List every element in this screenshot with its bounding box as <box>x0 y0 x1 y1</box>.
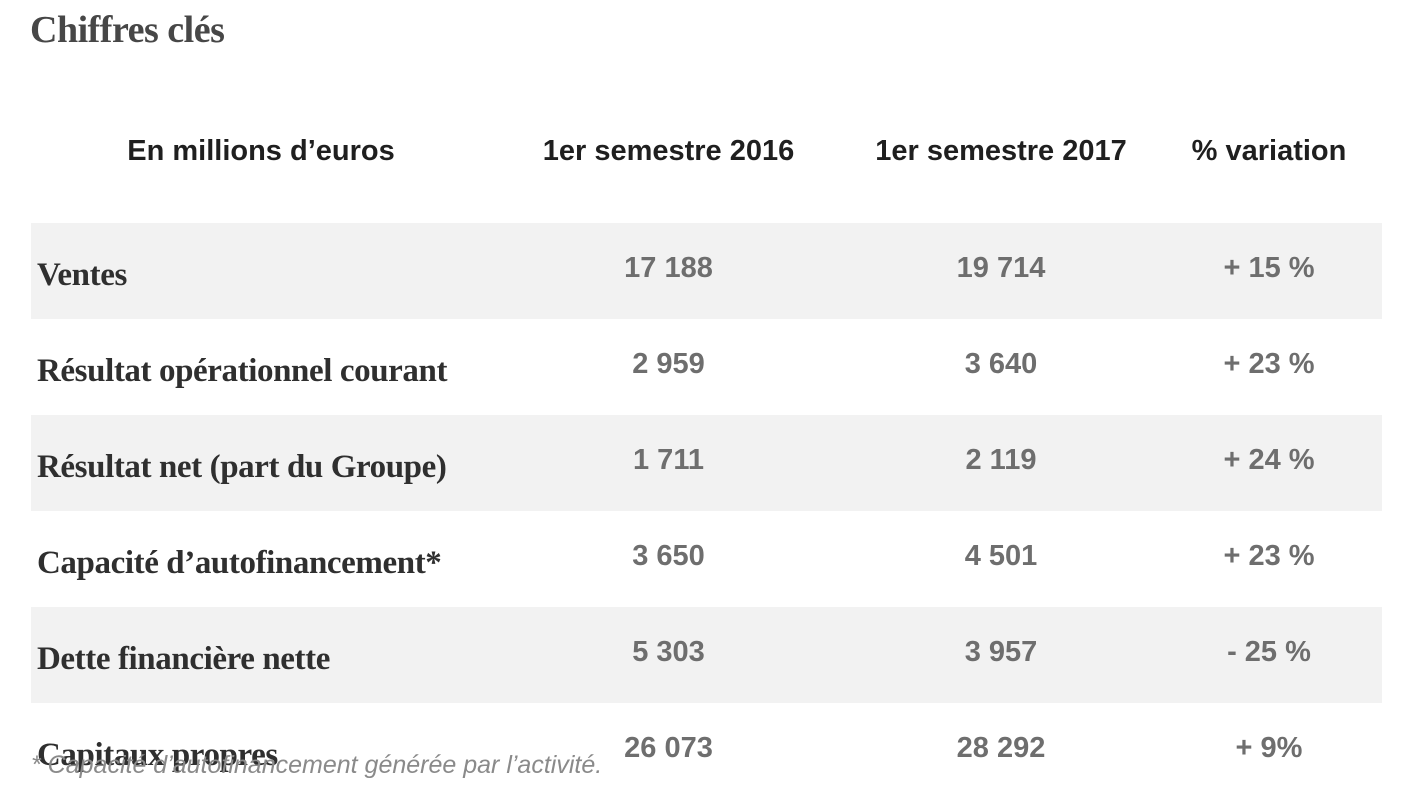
value-variation: + 15 % <box>1156 223 1382 319</box>
value-h1-2017: 3 957 <box>846 607 1156 703</box>
value-h1-2016: 26 073 <box>624 731 713 764</box>
page-title: Chiffres clés <box>30 9 225 51</box>
table-row-ventes: Ventes 17 188 19 714 + 15 % <box>31 223 1382 319</box>
column-header-h1-2016: 1er semestre 2016 <box>542 135 795 167</box>
column-header-h1-2017: 1er semestre 2017 <box>875 135 1127 167</box>
key-figures-table: En millions d’euros 1er semestre 2016 1e… <box>31 98 1382 799</box>
value-h1-2016: 2 959 <box>632 347 705 380</box>
value-h1-2017: 3 640 <box>964 347 1038 380</box>
value-variation: - 25 % <box>1156 607 1382 703</box>
table-header-row: En millions d’euros 1er semestre 2016 1e… <box>31 98 1382 223</box>
value-variation: + 23 % <box>1223 539 1315 572</box>
value-h1-2017: 2 119 <box>846 415 1156 511</box>
row-label: Résultat net (part du Groupe) <box>31 415 491 511</box>
value-h1-2016: 5 303 <box>491 607 846 703</box>
value-h1-2017: 4 501 <box>964 539 1038 572</box>
footnote: * Capacité d’autofinancement générée par… <box>31 751 603 779</box>
table-row-capitaux-propres: Capitaux propres 26 073 28 292 + 9% <box>31 703 1382 799</box>
value-h1-2016: 17 188 <box>491 223 846 319</box>
value-variation: + 23 % <box>1223 347 1315 380</box>
value-variation: + 24 % <box>1156 415 1382 511</box>
column-header-unit: En millions d’euros <box>127 135 395 167</box>
row-label: Capitaux propres <box>37 736 278 773</box>
value-h1-2017: 19 714 <box>846 223 1156 319</box>
row-label: Ventes <box>31 223 491 319</box>
value-h1-2016: 3 650 <box>632 539 705 572</box>
row-label: Dette financière nette <box>31 607 491 703</box>
column-header-variation: % variation <box>1191 135 1347 167</box>
table-row-capacite-autofinancement: Capacité d’autofinancement* 3 650 4 501 … <box>31 511 1382 607</box>
value-variation: + 9% <box>1235 731 1303 764</box>
row-label: Résultat opérationnel courant <box>37 352 448 389</box>
value-h1-2017: 28 292 <box>956 731 1046 764</box>
value-h1-2016: 1 711 <box>491 415 846 511</box>
table-row-dette-financiere: Dette financière nette 5 303 3 957 - 25 … <box>31 607 1382 703</box>
row-label: Capacité d’autofinancement* <box>37 544 442 581</box>
table-row-resultat-net: Résultat net (part du Groupe) 1 711 2 11… <box>31 415 1382 511</box>
table-row-resultat-operationnel: Résultat opérationnel courant 2 959 3 64… <box>31 319 1382 415</box>
